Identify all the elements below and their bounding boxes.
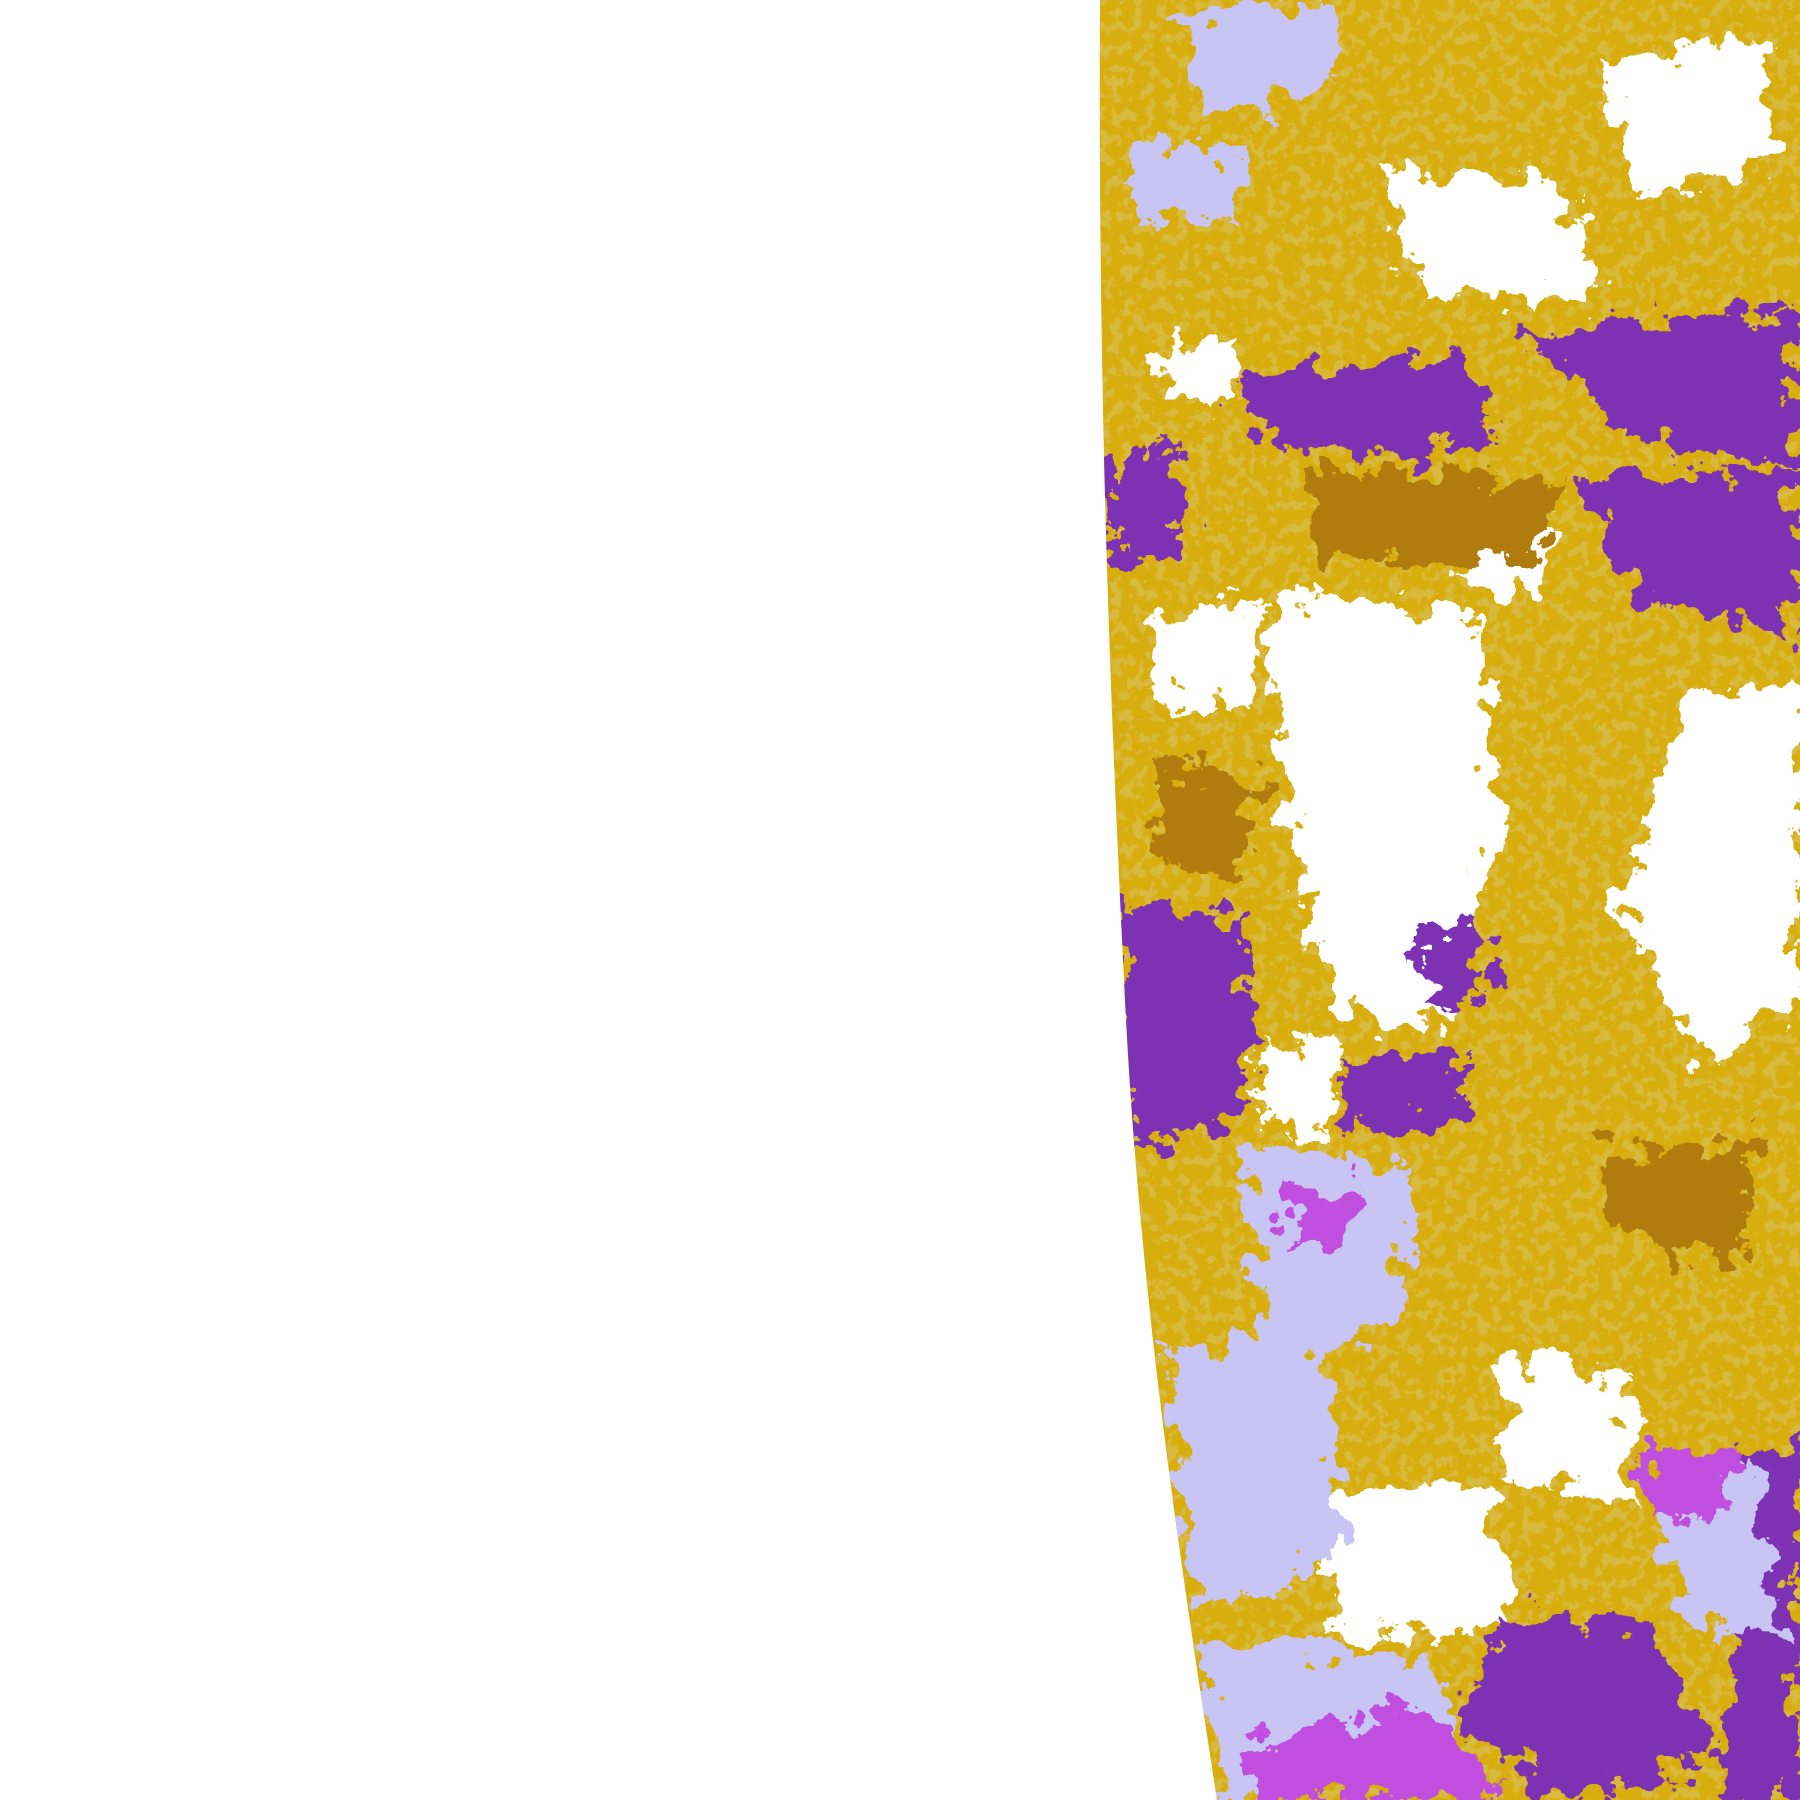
cloud-layers [1110, 0, 1800, 1800]
purple-regions [1110, 310, 1800, 1800]
white-regions [1150, 40, 1800, 1640]
brown-regions [1150, 470, 1760, 1260]
violet-regions [1240, 1180, 1740, 1800]
earth-disc [1099, 0, 1800, 1800]
lavender-regions [1130, 0, 1780, 1800]
